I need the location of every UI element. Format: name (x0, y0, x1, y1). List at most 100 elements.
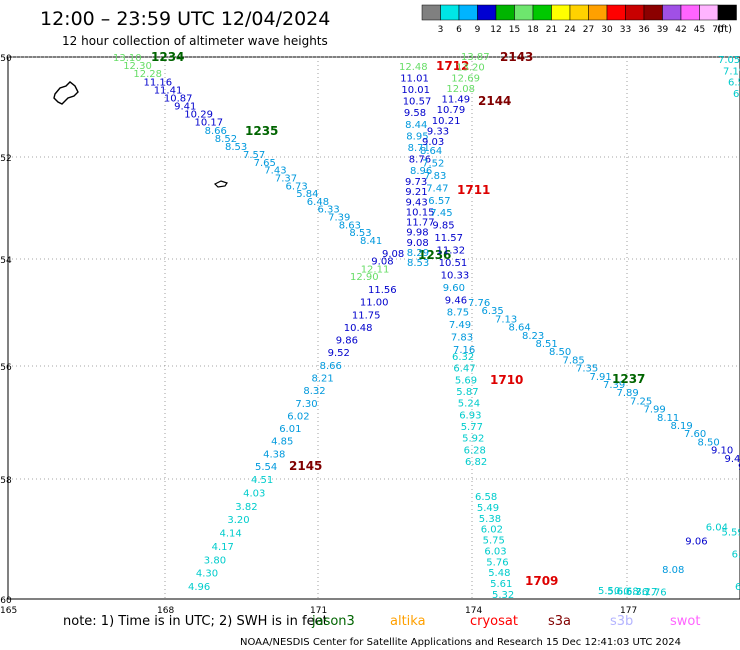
wave-height-value: 13.87 (461, 52, 490, 63)
wave-height-value: 7.89 (617, 388, 639, 399)
wave-height-value: 6.04 (706, 523, 728, 534)
wave-height-value: 4.96 (188, 582, 210, 593)
wave-height-value: 6.33 (318, 205, 340, 216)
wave-height-value: 12.69 (451, 73, 480, 84)
colorbar-swatch (440, 4, 460, 21)
wave-height-value: 9.52 (328, 348, 350, 359)
wave-height-value: 5.69 (455, 375, 477, 386)
track-time-label: 1237 (612, 372, 645, 386)
satellite-track: 12.4811.0110.0110.579.588.448.958.718.76… (399, 59, 469, 177)
wave-height-value: 8.71 (408, 143, 430, 154)
wave-height-value: 11.32 (437, 246, 466, 257)
wave-height-value: 9.73 (405, 177, 427, 188)
colorbar-tick: 27 (583, 25, 594, 35)
wave-height-value: 6.47 (453, 364, 475, 375)
lon-label: 165 (0, 606, 17, 616)
wave-height-value: 3.82 (235, 502, 257, 513)
wave-height-value: 6.93 (459, 410, 481, 421)
colorbar-swatch (514, 4, 534, 21)
wave-height-value: 7.52 (422, 158, 444, 169)
wave-height-value: 7.60 (684, 429, 706, 440)
colorbar-swatch (421, 4, 441, 21)
colorbar-tick: 18 (527, 25, 539, 35)
track-time-label: 2144 (478, 94, 511, 108)
island-shape (213, 180, 228, 188)
satellite-name: swot (670, 614, 700, 629)
wave-height-value: 5.49 (477, 503, 499, 514)
wave-height-value: 3.20 (227, 515, 249, 526)
satellite-name: jason3 (311, 614, 355, 629)
satellite-track: 4.51 4.03 3.82 3.20 4.14 4.17 3.80 4.30 4.96 2146 (0, 0, 273, 593)
colorbar-tick: 6 (456, 25, 462, 35)
wave-height-value: 9.41 (174, 102, 196, 113)
wave-height-value: 7.39 (328, 213, 350, 224)
wave-height-value: 11.56 (368, 285, 397, 296)
wave-height-value: 8.53 (349, 228, 371, 239)
wave-height-value: 10.79 (437, 105, 466, 116)
wave-height-value: 10.57 (403, 97, 432, 108)
wave-height-value: 5.48 (488, 568, 510, 579)
page-title: 12:00 – 23:59 UTC 12/04/2024 (40, 8, 330, 30)
wave-height-value: 9.46 (445, 295, 467, 306)
colorbar-swatch (458, 4, 478, 21)
wave-height-value: 9.86 (336, 336, 358, 347)
colorbar-tick: 45 (694, 25, 705, 35)
lon-label: 168 (157, 606, 174, 616)
map-frame (7, 56, 740, 600)
wave-height-value: 6.5 (728, 78, 740, 89)
wave-height-value: 5.60 (607, 586, 629, 597)
wave-height-value: 5.84 (296, 189, 318, 200)
colorbar-tick: 70 (712, 25, 724, 35)
wave-height-value: 6.73 (286, 181, 308, 192)
wave-height-value: 5.77 (461, 422, 483, 433)
wave-height-value: 7.83 (424, 171, 446, 182)
wave-height-value: 9.47 (725, 454, 740, 465)
satellite-track: 6.326.475.695.875.246.935.775.926.286.82… (452, 352, 523, 468)
wave-height-value: 9. (738, 462, 740, 473)
wave-height-value: 11.49 (442, 95, 471, 106)
wave-height-value: 11.00 (360, 298, 389, 309)
wave-height-value: 6.28 (464, 445, 486, 456)
wave-height-value: 7.16 (453, 345, 475, 356)
wave-height-value: 8.66 (205, 126, 227, 137)
colorbar-tick: 21 (546, 25, 557, 35)
lat-label: -60 (0, 596, 12, 606)
wave-height-value: 7.25 (630, 396, 652, 407)
wave-height-value: 6.82 (465, 457, 487, 468)
track-time-label: 1711 (457, 183, 490, 197)
wave-height-value: 12.30 (123, 61, 152, 72)
satellite-name: cryosat (470, 614, 518, 629)
satellite-legend: jason3 altika cryosat s3a s3b swot (311, 614, 700, 629)
satellite-track: 13.1012.3012.2811.1611.4110.879.4110.291… (113, 50, 247, 153)
wave-height-value: 7.65 (254, 158, 276, 169)
colorbar-swatch (551, 4, 571, 21)
track-time-label: 1709 (525, 574, 558, 588)
wave-height-value: 11.01 (400, 74, 429, 85)
wave-height-value: 8.63 (339, 220, 361, 231)
wave-height-value: 9.43 (406, 197, 428, 208)
colorbar-swatch (699, 4, 719, 21)
wave-height-value: 8.96 (410, 166, 432, 177)
colorbar-swatch (477, 4, 497, 21)
wave-height-value: 4.14 (220, 529, 242, 540)
wave-height-value: 9.33 (427, 126, 449, 137)
page-subtitle: 12 hour collection of altimeter wave hei… (62, 34, 328, 48)
wave-height-value: 11.77 (406, 218, 435, 229)
wave-height-value: 10.15 (406, 207, 435, 218)
wave-height-value: 4.51 (251, 475, 273, 486)
track-time-label: 1712 (436, 59, 469, 73)
colorbar-swatch (717, 4, 737, 21)
wave-height-value: 11.75 (352, 310, 381, 321)
wave-height-value: 6. (733, 89, 740, 100)
wave-height-value: 6.03 (484, 546, 506, 557)
wave-height-value: 6.57 (428, 196, 450, 207)
wave-height-value: 7.35 (576, 364, 598, 375)
satellite-track: 7.577.657.437.376.735.846.486.337.398.63… (243, 124, 382, 247)
wave-height-value: 4.38 (263, 449, 285, 460)
colorbar-tick: 12 (490, 25, 501, 35)
colorbar-swatch (680, 4, 700, 21)
wave-height-value: 6.58 (475, 492, 497, 503)
wave-height-value: 8.75 (447, 308, 469, 319)
footer-credit: NOAA/NESDIS Center for Satellite Applica… (240, 637, 681, 648)
